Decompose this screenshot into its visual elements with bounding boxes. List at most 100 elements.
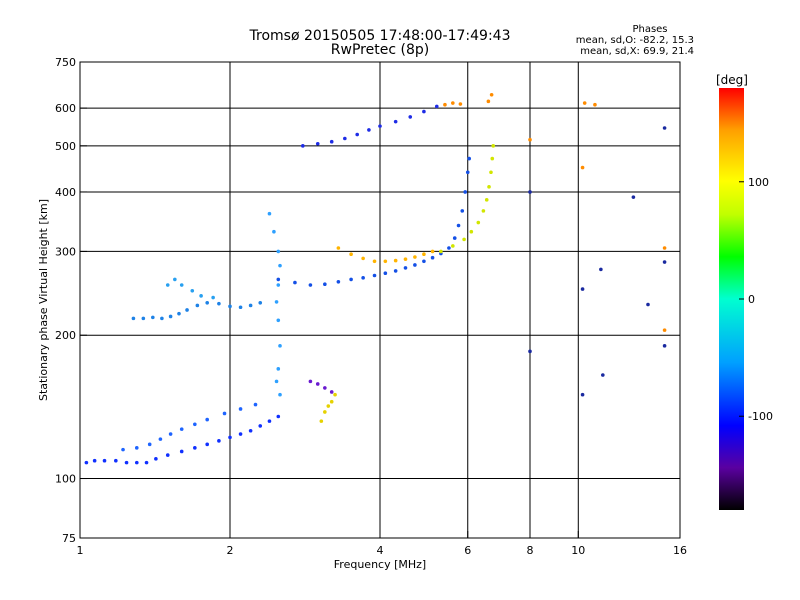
data-point <box>195 303 200 308</box>
data-point <box>193 446 197 450</box>
data-point <box>217 301 221 306</box>
data-point <box>278 263 282 268</box>
data-point <box>383 271 388 276</box>
data-point <box>367 128 371 132</box>
x-axis-ticks: 1 2 4 6 8 10 16 <box>77 531 687 557</box>
data-point <box>372 259 377 264</box>
colorbar-tick-label: -100 <box>748 410 773 423</box>
x-tick-label: 4 <box>377 544 384 557</box>
data-point <box>458 102 463 106</box>
data-point <box>102 458 107 463</box>
data-point <box>315 382 320 386</box>
data-point <box>253 402 258 407</box>
data-point <box>134 460 139 465</box>
phase-stats-o: mean, sd,O: -82.2, 15.3 <box>576 35 694 46</box>
data-point <box>452 236 457 240</box>
data-point <box>487 185 491 189</box>
y-tick-label: 200 <box>55 329 76 342</box>
data-point <box>393 269 398 273</box>
grid-lines <box>80 62 680 538</box>
data-point <box>147 442 152 447</box>
y-tick-label: 750 <box>55 56 76 69</box>
data-point <box>238 305 243 310</box>
data-point <box>205 417 209 422</box>
data-point <box>490 156 495 161</box>
data-point <box>179 449 184 454</box>
data-point <box>276 277 281 282</box>
data-point <box>601 373 605 377</box>
data-point <box>301 144 305 148</box>
data-point <box>462 237 466 242</box>
data-point <box>361 256 365 261</box>
data-point <box>326 404 331 408</box>
data-point <box>460 209 465 213</box>
data-point <box>439 249 443 254</box>
data-point <box>248 303 253 308</box>
chart-title: Tromsø 20150505 17:48:00-17:49:43 <box>249 28 511 44</box>
data-point <box>336 246 341 250</box>
data-point <box>580 165 585 170</box>
data-point <box>403 266 408 270</box>
data-point <box>463 190 468 194</box>
chart-subtitle: RwPretec (8p) <box>331 42 429 58</box>
data-point <box>267 419 272 423</box>
data-point <box>528 190 532 194</box>
data-point <box>336 279 341 284</box>
data-point <box>205 300 209 305</box>
data-point <box>422 109 426 114</box>
data-point <box>173 277 177 282</box>
data-point <box>481 209 486 213</box>
data-point <box>422 252 426 256</box>
data-point <box>177 311 181 316</box>
data-point <box>308 379 313 384</box>
data-point <box>476 220 481 225</box>
data-point <box>274 379 279 384</box>
data-point <box>434 104 439 109</box>
data-point <box>323 386 327 390</box>
y-tick-label: 100 <box>55 473 76 486</box>
data-point <box>124 460 129 465</box>
data-point <box>193 422 197 427</box>
x-tick-label: 1 <box>77 544 84 557</box>
data-point <box>315 141 320 146</box>
data-point <box>447 246 451 250</box>
colorbar-ticks: 100 0 -100 <box>739 176 773 423</box>
data-point <box>489 170 493 175</box>
data-point <box>154 457 158 461</box>
x-tick-label: 16 <box>673 544 687 557</box>
data-point <box>114 458 118 463</box>
data-point <box>443 102 447 107</box>
data-point <box>451 101 455 105</box>
data-point <box>349 252 353 256</box>
data-point <box>267 211 272 216</box>
data-point <box>165 453 170 457</box>
x-tick-label: 2 <box>227 544 234 557</box>
y-tick-label: 500 <box>55 140 76 153</box>
data-point <box>222 411 227 416</box>
data-point <box>134 446 139 450</box>
data-point <box>238 407 243 411</box>
data-point <box>131 316 136 321</box>
data-point <box>361 276 365 280</box>
colorbar-tick-label: 0 <box>748 293 755 306</box>
y-tick-label: 600 <box>55 102 76 115</box>
data-point <box>205 442 209 447</box>
data-point <box>274 300 279 304</box>
data-point <box>333 392 337 397</box>
data-point <box>228 435 232 440</box>
data-point <box>293 280 297 285</box>
data-point <box>199 294 203 298</box>
data-point <box>92 458 97 463</box>
data-point <box>151 315 155 320</box>
data-point <box>408 115 413 119</box>
data-point <box>168 314 173 319</box>
data-point <box>308 283 313 287</box>
data-point <box>456 223 461 228</box>
data-point <box>662 260 667 264</box>
data-point <box>465 170 470 175</box>
data-point <box>179 283 184 287</box>
data-point <box>141 316 146 321</box>
data-point <box>168 432 173 436</box>
data-point <box>258 424 263 428</box>
data-point <box>582 101 587 105</box>
